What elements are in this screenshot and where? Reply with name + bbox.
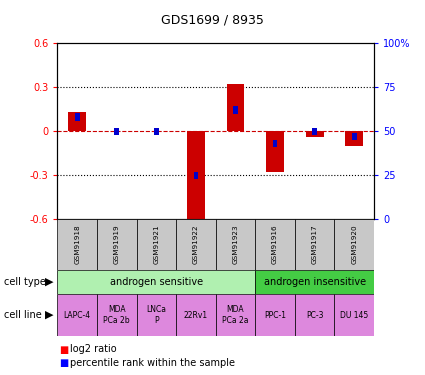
Text: GSM91918: GSM91918 [74,225,80,264]
Text: LAPC-4: LAPC-4 [64,310,91,320]
Bar [273,140,278,147]
Bar [295,219,334,270]
Text: GSM91922: GSM91922 [193,225,199,264]
Bar [136,294,176,336]
Bar [193,172,198,179]
Text: GSM91920: GSM91920 [351,225,357,264]
Bar [295,294,334,336]
Text: MDA
PCa 2b: MDA PCa 2b [103,305,130,325]
Text: GDS1699 / 8935: GDS1699 / 8935 [161,13,264,26]
Bar [227,84,244,131]
Bar [57,270,255,294]
Bar [345,131,363,146]
Text: log2 ratio: log2 ratio [70,345,117,354]
Text: GSM91923: GSM91923 [232,225,238,264]
Text: PC-3: PC-3 [306,310,323,320]
Bar [334,294,374,336]
Bar [215,294,255,336]
Bar [154,128,159,135]
Bar [176,219,215,270]
Text: GSM91919: GSM91919 [114,225,120,264]
Text: GSM91921: GSM91921 [153,225,159,264]
Bar [97,219,136,270]
Bar [136,219,176,270]
Text: cell line: cell line [4,310,42,320]
Bar [255,219,295,270]
Bar [114,128,119,135]
Text: percentile rank within the sample: percentile rank within the sample [70,358,235,368]
Text: GSM91917: GSM91917 [312,225,317,264]
Text: PPC-1: PPC-1 [264,310,286,320]
Bar [352,133,357,140]
Bar [334,219,374,270]
Bar [306,131,323,137]
Text: cell type: cell type [4,277,46,287]
Bar [176,294,215,336]
Bar [312,128,317,135]
Bar [97,294,136,336]
Bar [266,131,284,172]
Text: DU 145: DU 145 [340,310,368,320]
Text: ▶: ▶ [45,310,53,320]
Bar [57,219,97,270]
Text: MDA
PCa 2a: MDA PCa 2a [222,305,249,325]
Text: 22Rv1: 22Rv1 [184,310,208,320]
Text: ■: ■ [60,345,69,354]
Text: LNCa
P: LNCa P [146,305,166,325]
Text: androgen sensitive: androgen sensitive [110,277,203,287]
Bar [255,270,374,294]
Bar [233,106,238,114]
Text: ■: ■ [60,358,69,368]
Bar [57,294,97,336]
Bar [215,219,255,270]
Bar [255,294,295,336]
Bar [75,114,79,121]
Bar [68,112,86,131]
Bar [187,131,205,222]
Text: androgen insensitive: androgen insensitive [264,277,366,287]
Text: ▶: ▶ [45,277,53,287]
Text: GSM91916: GSM91916 [272,225,278,264]
